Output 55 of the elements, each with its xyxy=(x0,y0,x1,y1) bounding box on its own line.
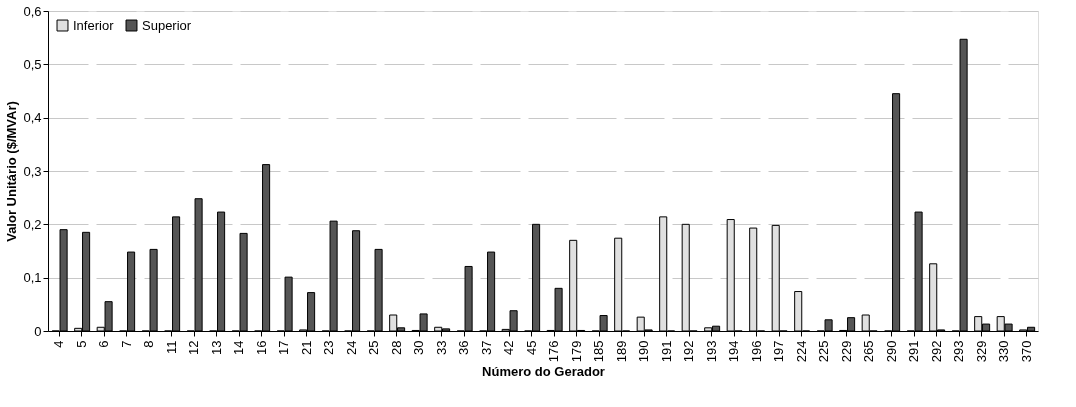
x-tick-label: 23 xyxy=(321,340,337,355)
x-tick-label: 190 xyxy=(636,340,652,363)
x-tick-label: 36 xyxy=(456,340,472,355)
x-tick-label: 197 xyxy=(771,340,787,363)
x-tick-label: 229 xyxy=(838,340,854,363)
x-tick-label: 292 xyxy=(928,340,944,363)
x-tick-label: 25 xyxy=(366,340,382,355)
x-tick-label: 185 xyxy=(591,340,607,363)
x-tick-label: 12 xyxy=(186,340,202,355)
x-tick-label: 330 xyxy=(996,340,1012,363)
x-tick-label: 329 xyxy=(973,340,989,363)
x-tick-label: 189 xyxy=(613,340,629,363)
legend-label: Superior xyxy=(142,17,192,33)
y-tick-label: 0 xyxy=(34,323,42,339)
legend-label: Inferior xyxy=(73,17,115,33)
x-tick-label: 179 xyxy=(568,340,584,363)
x-tick-label: 194 xyxy=(726,340,742,363)
y-tick-label: 0,6 xyxy=(23,3,42,19)
y-axis-title: Valor Unitário ($/MVAr) xyxy=(4,101,20,242)
x-tick-label: 11 xyxy=(163,340,179,354)
y-tick-label: 0,5 xyxy=(23,56,42,72)
x-axis-title: Número do Gerador xyxy=(482,364,605,380)
y-tick-label: 0,4 xyxy=(23,110,42,126)
x-tick-label: 37 xyxy=(478,340,494,355)
x-tick-label: 293 xyxy=(951,340,967,363)
x-tick-label: 291 xyxy=(906,340,922,363)
x-tick-label: 265 xyxy=(861,340,877,363)
x-tick-label: 196 xyxy=(748,340,764,363)
x-tick-label: 225 xyxy=(816,340,832,363)
x-tick-label: 290 xyxy=(883,340,899,363)
x-tick-label: 21 xyxy=(298,340,314,355)
y-tick-label: 0,3 xyxy=(23,163,42,179)
x-tick-label: 193 xyxy=(703,340,719,363)
x-tick-label: 17 xyxy=(276,340,292,355)
x-tick-label: 42 xyxy=(501,340,517,355)
x-tick-label: 33 xyxy=(433,340,449,355)
x-tick-label: 16 xyxy=(253,340,269,355)
x-tick-label: 45 xyxy=(523,340,539,355)
x-tick-label: 370 xyxy=(1018,340,1034,363)
x-tick-label: 8 xyxy=(141,340,157,348)
x-tick-label: 30 xyxy=(411,340,427,355)
x-tick-label: 5 xyxy=(73,340,89,348)
y-tick-label: 0,1 xyxy=(23,270,42,286)
x-tick-label: 4 xyxy=(51,340,67,348)
x-tick-label: 24 xyxy=(343,340,359,355)
x-tick-label: 224 xyxy=(793,340,809,363)
x-tick-label: 176 xyxy=(546,340,562,363)
x-tick-label: 6 xyxy=(96,340,112,348)
x-tick-label: 13 xyxy=(208,340,224,355)
x-tick-label: 14 xyxy=(231,340,247,355)
y-tick-label: 0,2 xyxy=(23,216,42,232)
x-tick-label: 28 xyxy=(388,340,404,355)
x-tick-label: 192 xyxy=(681,340,697,363)
x-tick-label: 191 xyxy=(658,340,674,363)
x-tick-label: 7 xyxy=(118,340,134,348)
